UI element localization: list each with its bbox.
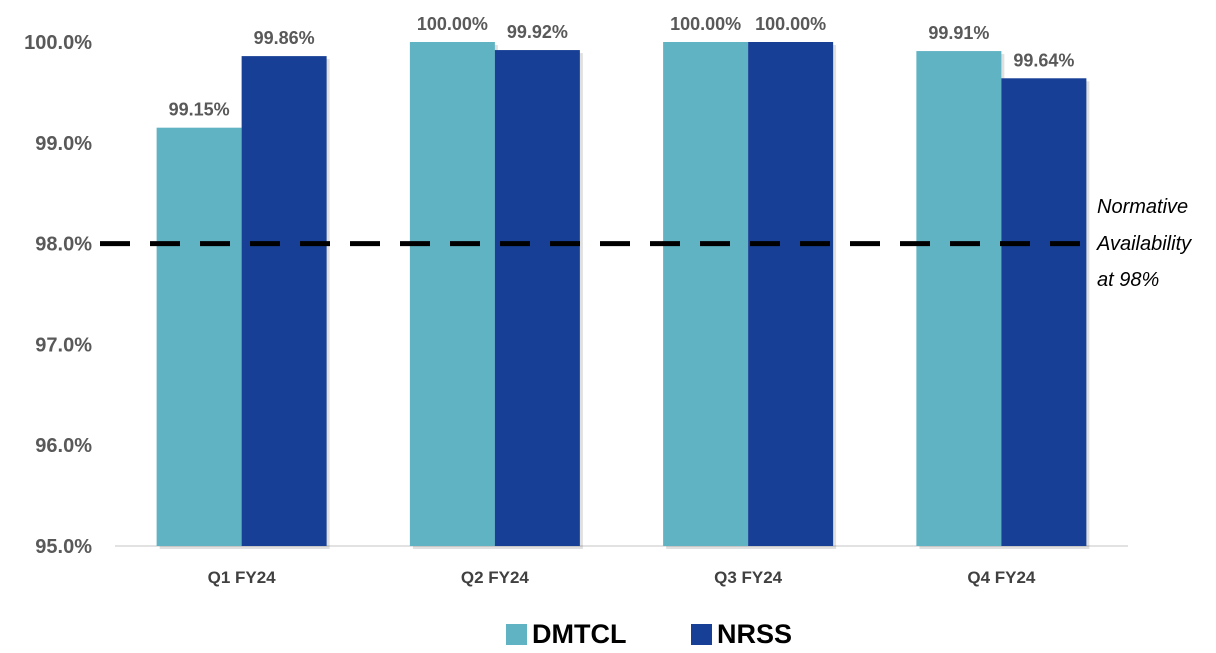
bar-dmtcl-1 <box>156 127 242 547</box>
x-tick-label: Q2 FY24 <box>461 568 530 587</box>
annotation-line: at 98% <box>1097 269 1159 291</box>
y-tick-label: 97.0% <box>35 334 92 356</box>
bar-nrss-3 <box>748 42 834 546</box>
bars <box>156 42 1090 550</box>
data-label: 99.92% <box>507 22 568 42</box>
data-label-background <box>749 11 832 36</box>
data-label: 99.86% <box>254 28 315 48</box>
y-tick-label: 95.0% <box>35 536 92 558</box>
data-label-background <box>411 11 494 36</box>
data-label: 100.00% <box>670 14 741 34</box>
data-labels: 99.15% 99.86% 100.00% 99.92% 100.00% 100.00% 9… <box>163 11 1080 122</box>
legend-label: NRSS <box>717 619 792 649</box>
y-tick-label: 98.0% <box>35 234 92 256</box>
data-label-background <box>1008 47 1080 73</box>
legend-label: DMTCL <box>532 619 626 649</box>
data-label: 100.00% <box>417 14 488 34</box>
bar-dmtcl-4 <box>916 51 1002 547</box>
data-label-background <box>248 25 320 51</box>
data-label: 100.00% <box>755 14 826 34</box>
y-axis-ticks: 95.0% 96.0% 97.0% 98.0% 99.0% 100.0% <box>24 32 92 558</box>
data-label-background <box>501 19 573 45</box>
legend-swatch-dmtcl <box>506 624 527 645</box>
data-label: 99.15% <box>169 100 230 120</box>
x-tick-label: Q3 FY24 <box>714 568 783 587</box>
data-label-background <box>163 96 235 122</box>
y-tick-label: 96.0% <box>35 435 92 457</box>
x-tick-label: Q4 FY24 <box>967 568 1036 587</box>
normative-availability-annotation: Normative Availability at 98% <box>1096 196 1192 291</box>
data-label: 99.91% <box>928 23 989 43</box>
bar-dmtcl-2 <box>409 42 495 546</box>
data-label-background <box>664 11 747 36</box>
bar-nrss-2 <box>494 50 580 547</box>
bar-dmtcl-3 <box>663 42 749 546</box>
x-axis-labels: Q1 FY24 Q2 FY24 Q3 FY24 Q4 FY24 <box>208 568 1036 587</box>
annotation-line: Normative <box>1097 196 1188 218</box>
x-tick-label: Q1 FY24 <box>208 568 277 587</box>
legend: DMTCL NRSS <box>506 619 792 649</box>
data-label: 99.64% <box>1013 50 1074 70</box>
annotation-line: Availability <box>1096 233 1192 255</box>
y-tick-label: 99.0% <box>35 133 92 155</box>
y-tick-label: 100.0% <box>24 32 92 54</box>
data-label-background <box>923 20 995 46</box>
legend-swatch-nrss <box>691 624 712 645</box>
bar-nrss-4 <box>1001 78 1087 547</box>
bar-nrss-1 <box>241 56 327 546</box>
